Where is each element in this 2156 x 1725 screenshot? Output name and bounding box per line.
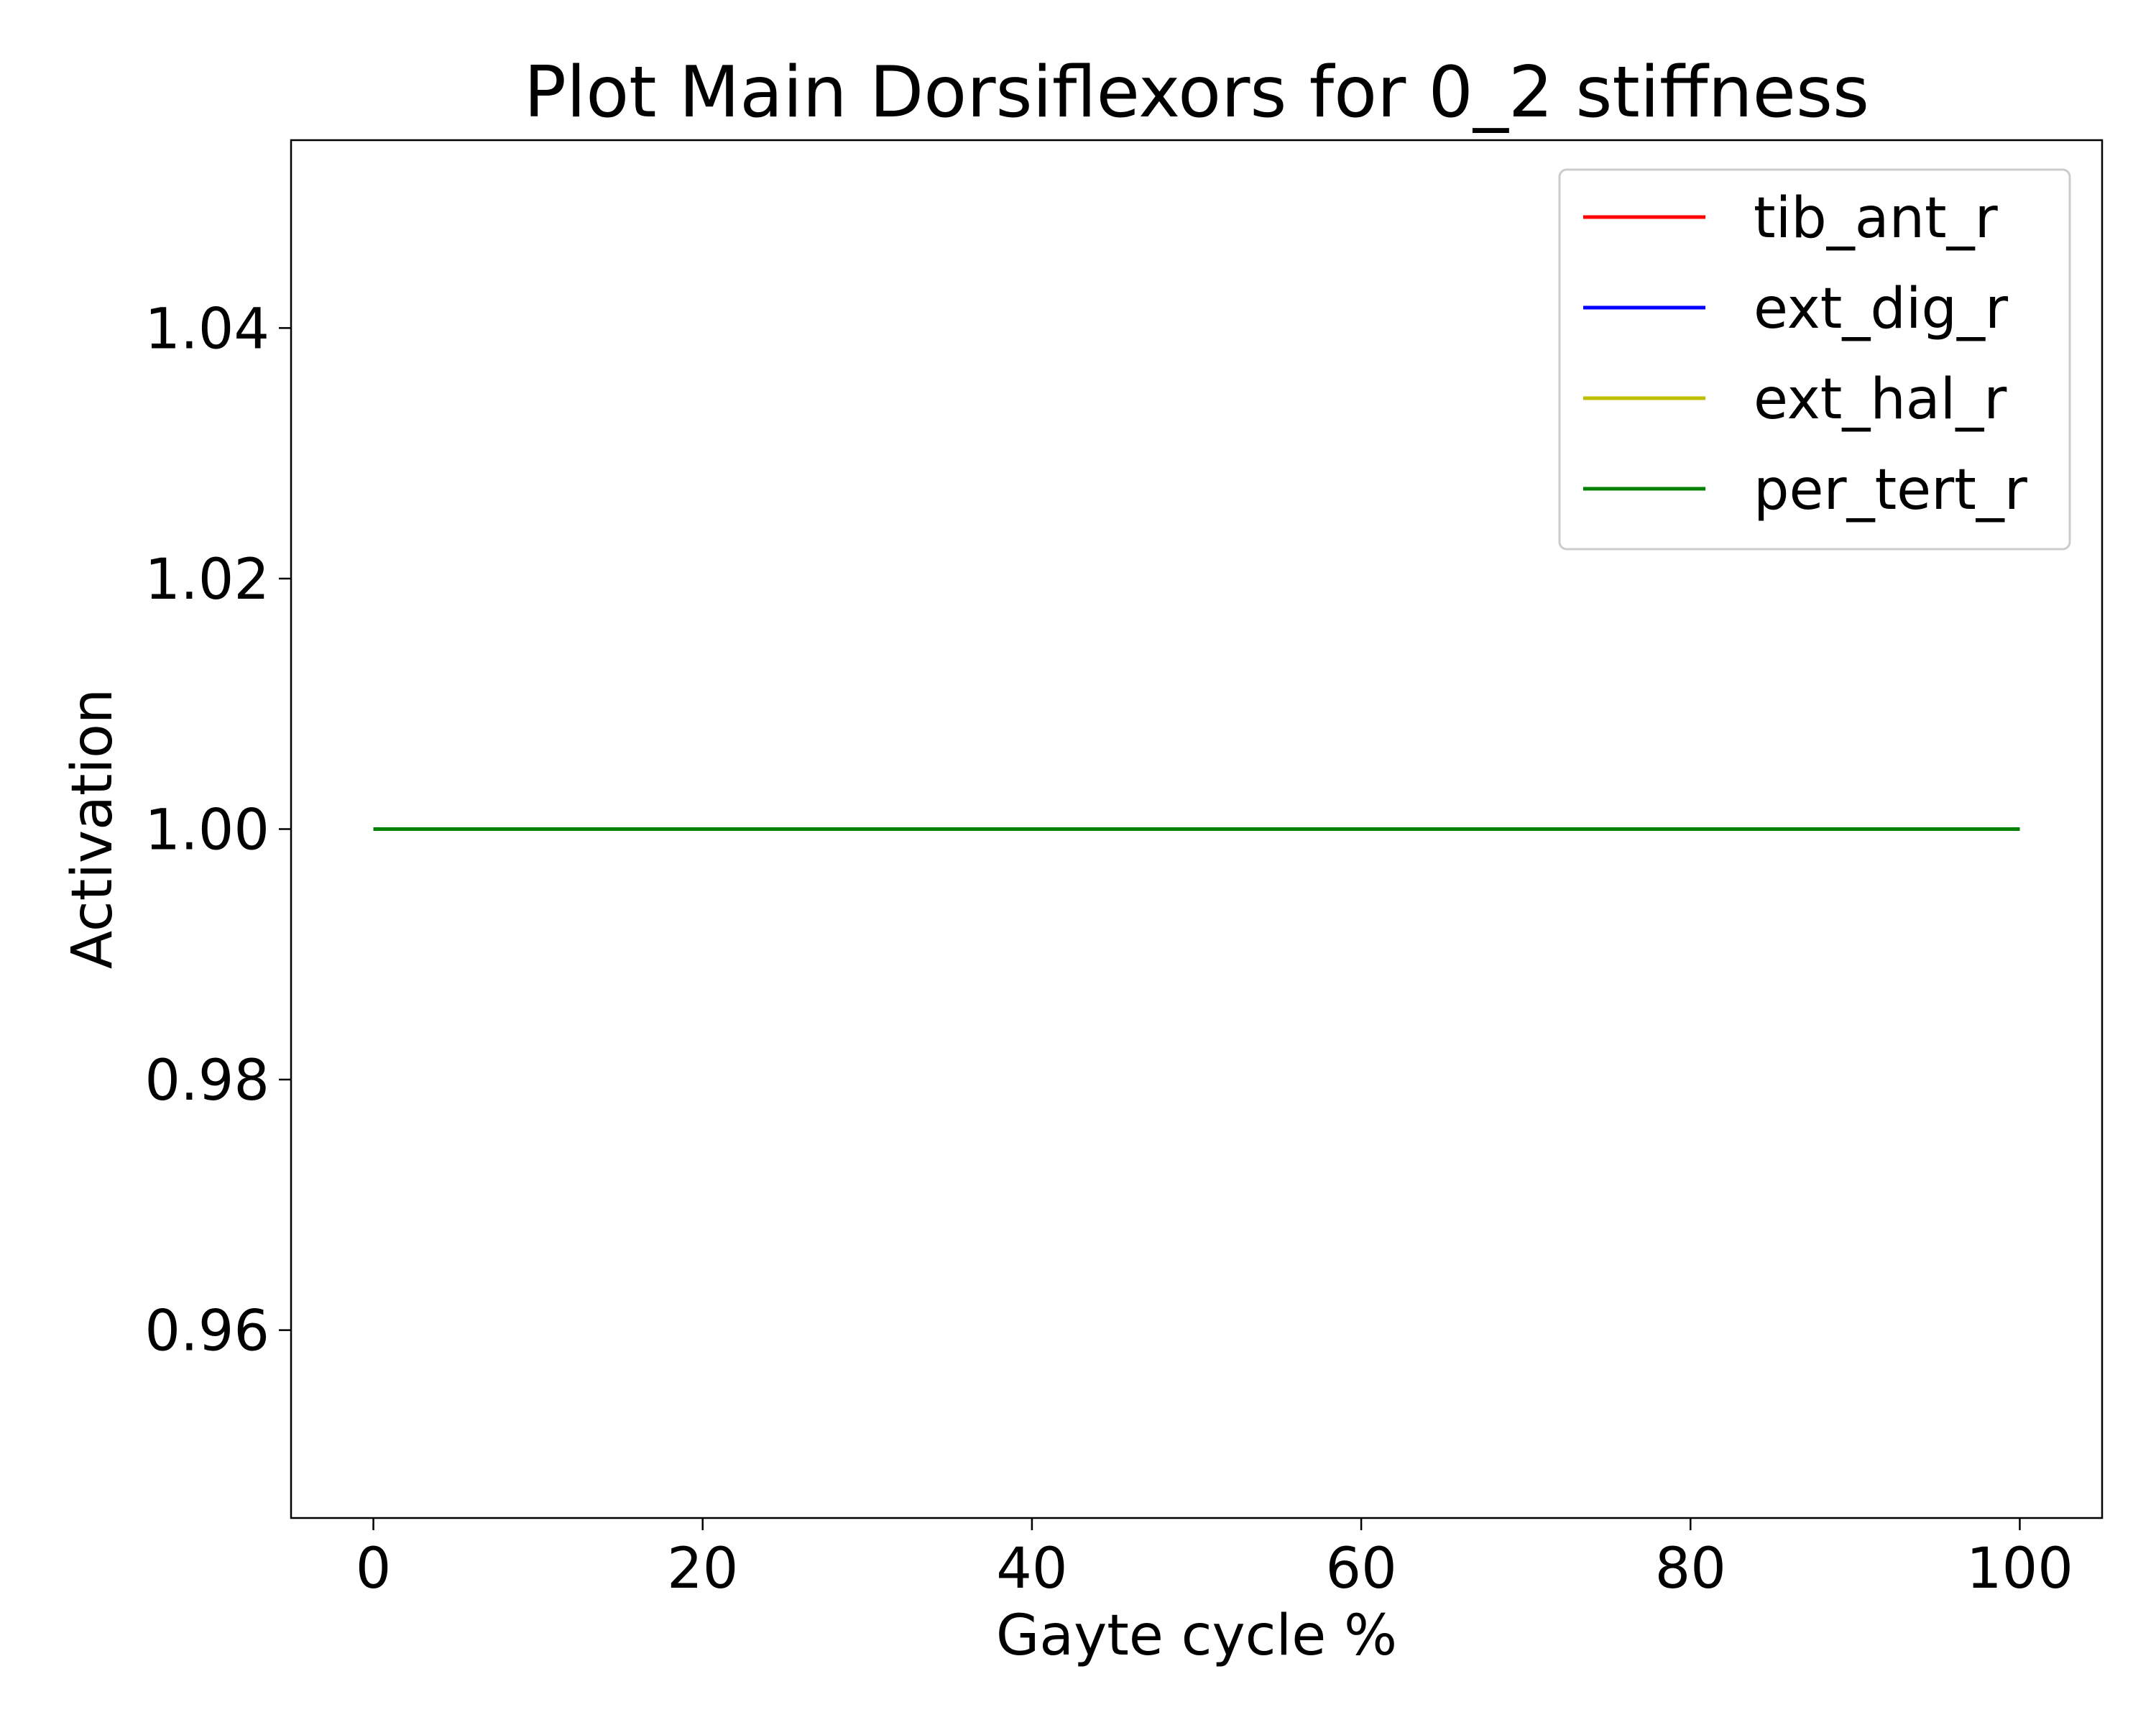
legend-box — [1558, 168, 2071, 551]
chart-title: Plot Main Dorsiflexors for 0_2 stiffness — [524, 52, 1869, 134]
x-tick-label: 80 — [1655, 1537, 1726, 1601]
x-tick-label: 60 — [1325, 1537, 1396, 1601]
legend: tib_ant_r ext_dig_r ext_hal_r per_tert_r — [1558, 168, 2071, 551]
legend-label-ext-dig-r: ext_dig_r — [1754, 277, 2009, 341]
x-tick-label: 0 — [356, 1537, 392, 1601]
x-axis-label: Gayte cycle % — [996, 1604, 1397, 1668]
legend-entries: tib_ant_r ext_dig_r ext_hal_r per_tert_r — [1583, 186, 2028, 523]
y-tick-label: 1.00 — [144, 799, 270, 863]
x-tick-label: 100 — [1966, 1537, 2073, 1601]
legend-label-ext-hal-r: ext_hal_r — [1754, 367, 2007, 432]
legend-label-tib-ant-r: tib_ant_r — [1754, 186, 1999, 251]
x-axis-ticks: 0 20 40 60 80 100 — [356, 1518, 2073, 1601]
plot-area: 0 20 40 60 80 100 0.96 0.98 1.00 1.02 1.04 — [144, 139, 2104, 1601]
y-tick-label: 0.96 — [144, 1300, 270, 1364]
x-tick-label: 20 — [667, 1537, 738, 1601]
y-tick-label: 1.02 — [144, 548, 270, 612]
y-axis-label: Activation — [60, 689, 125, 970]
legend-label-per-tert-r: per_tert_r — [1754, 458, 2028, 523]
y-axis-ticks: 0.96 0.98 1.00 1.02 1.04 — [144, 297, 291, 1364]
y-tick-label: 0.98 — [144, 1049, 270, 1113]
y-tick-label: 1.04 — [144, 297, 270, 362]
x-tick-label: 40 — [996, 1537, 1067, 1601]
